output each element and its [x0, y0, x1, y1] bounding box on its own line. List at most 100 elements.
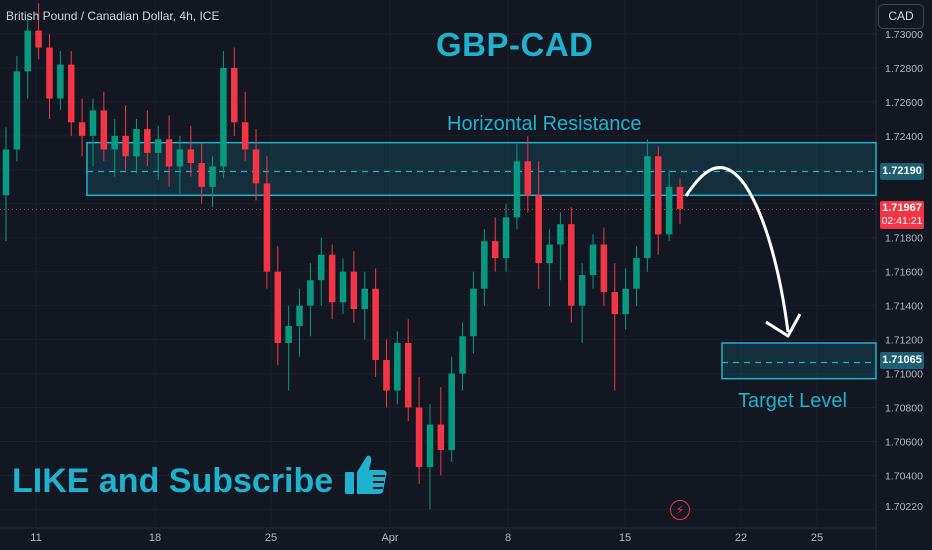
candle-body: [24, 30, 32, 72]
cta-text: LIKE and Subscribe: [12, 462, 334, 500]
candle-body: [67, 64, 75, 123]
candle-body: [78, 122, 86, 136]
candle-body: [165, 139, 173, 167]
candle-body: [426, 424, 434, 467]
candle-body: [361, 288, 369, 310]
price-tick-label: 1.71400: [885, 301, 923, 313]
candle-body: [524, 161, 532, 196]
price-tick-label: 1.72400: [885, 131, 923, 143]
candle-body: [513, 161, 521, 218]
candle-body: [622, 288, 629, 315]
candle-body: [100, 110, 108, 150]
candle-body: [13, 71, 21, 150]
time-tick-label: 18: [149, 532, 161, 544]
bar-countdown: 02:41:21: [881, 215, 923, 227]
price-tick-label: 1.70400: [885, 470, 923, 482]
candle-body: [546, 244, 553, 264]
candle-body: [328, 254, 336, 303]
current-price-tag: 1.71967 02:41:21: [880, 201, 924, 229]
candle-body: [274, 271, 282, 344]
candle-body: [307, 280, 314, 306]
like-subscribe-text: LIKE and Subscribe: [12, 452, 389, 501]
time-tick-label: 11: [30, 532, 41, 544]
candle-body: [600, 244, 608, 293]
candle-body: [339, 271, 347, 303]
candle-body: [241, 122, 249, 150]
time-tick-label: 8: [505, 532, 511, 544]
candle-body: [654, 156, 662, 235]
target-label: Target Level: [738, 390, 847, 412]
candle-body: [459, 336, 466, 374]
candle-body: [394, 343, 401, 391]
price-tick-label: 1.71200: [885, 335, 923, 347]
candle-body: [383, 359, 390, 391]
time-tick-label: 25: [811, 532, 823, 544]
candle-body: [133, 129, 140, 157]
resistance-price-tag: 1.72190: [880, 163, 924, 180]
price-tick-label: 1.70220: [885, 501, 923, 513]
candle-body: [448, 373, 455, 450]
candle-body: [415, 407, 423, 467]
price-tick-label: 1.73000: [885, 29, 923, 41]
candle-body: [252, 149, 260, 184]
price-tick-label: 1.71800: [885, 233, 923, 245]
candle-body: [209, 166, 216, 187]
candle-body: [557, 224, 564, 245]
candle-body: [437, 424, 445, 450]
candle-body: [665, 186, 673, 235]
arrow-head: [765, 313, 802, 338]
candle-body: [404, 343, 412, 408]
instrument-label: British Pound / Canadian Dollar, 4h, ICE: [6, 9, 220, 23]
candle-body: [220, 67, 227, 167]
candle-body: [263, 183, 271, 272]
projection-arrow: [684, 166, 790, 333]
candle-body: [676, 186, 684, 209]
price-tick-label: 1.71000: [885, 369, 923, 381]
thumbs-up-icon: [344, 455, 387, 494]
candle-body: [470, 288, 477, 337]
candle-body: [144, 129, 151, 153]
candle-body: [350, 271, 358, 310]
current-price: 1.71967: [882, 202, 922, 214]
chart-title: GBP-CAD: [436, 26, 594, 63]
time-tick-label: 15: [619, 532, 631, 544]
lightning-icon[interactable]: ⚡: [670, 500, 690, 520]
candle-body: [611, 292, 619, 315]
candle-body: [372, 288, 379, 360]
candle-body: [46, 47, 53, 99]
time-tick-label: 22: [735, 532, 747, 544]
price-tick-label: 1.70600: [885, 436, 923, 448]
candle-body: [187, 149, 195, 164]
candle-body: [154, 139, 162, 153]
resistance-zone: [86, 141, 877, 197]
candle-body: [296, 305, 303, 327]
candle-body: [176, 149, 184, 167]
candle-body: [568, 224, 575, 306]
candle-body: [231, 67, 238, 123]
candle-body: [535, 195, 542, 264]
target-zone: [721, 342, 877, 380]
candle-body: [633, 258, 640, 289]
price-tick-label: 1.71600: [885, 267, 923, 279]
candle-body: [491, 241, 499, 259]
currency-button[interactable]: CAD: [878, 4, 924, 29]
candle-body: [57, 64, 64, 99]
resistance-label: Horizontal Resistance: [447, 113, 642, 135]
candle-body: [502, 217, 510, 259]
target-price-tag: 1.71065: [880, 352, 924, 369]
price-tick-label: 1.72600: [885, 97, 923, 109]
candle-body: [644, 156, 651, 259]
candle-body: [578, 275, 586, 306]
candle-body: [111, 135, 118, 150]
candle-body: [2, 149, 10, 196]
candle-body: [198, 163, 205, 187]
candle-body: [35, 30, 42, 48]
candle-body: [481, 241, 488, 289]
candle-body: [89, 110, 97, 136]
candle-body: [317, 254, 325, 281]
time-tick-label: 25: [265, 532, 277, 544]
candle-body: [285, 326, 292, 344]
time-tick-label: Apr: [381, 532, 398, 544]
candle-body: [122, 135, 129, 157]
